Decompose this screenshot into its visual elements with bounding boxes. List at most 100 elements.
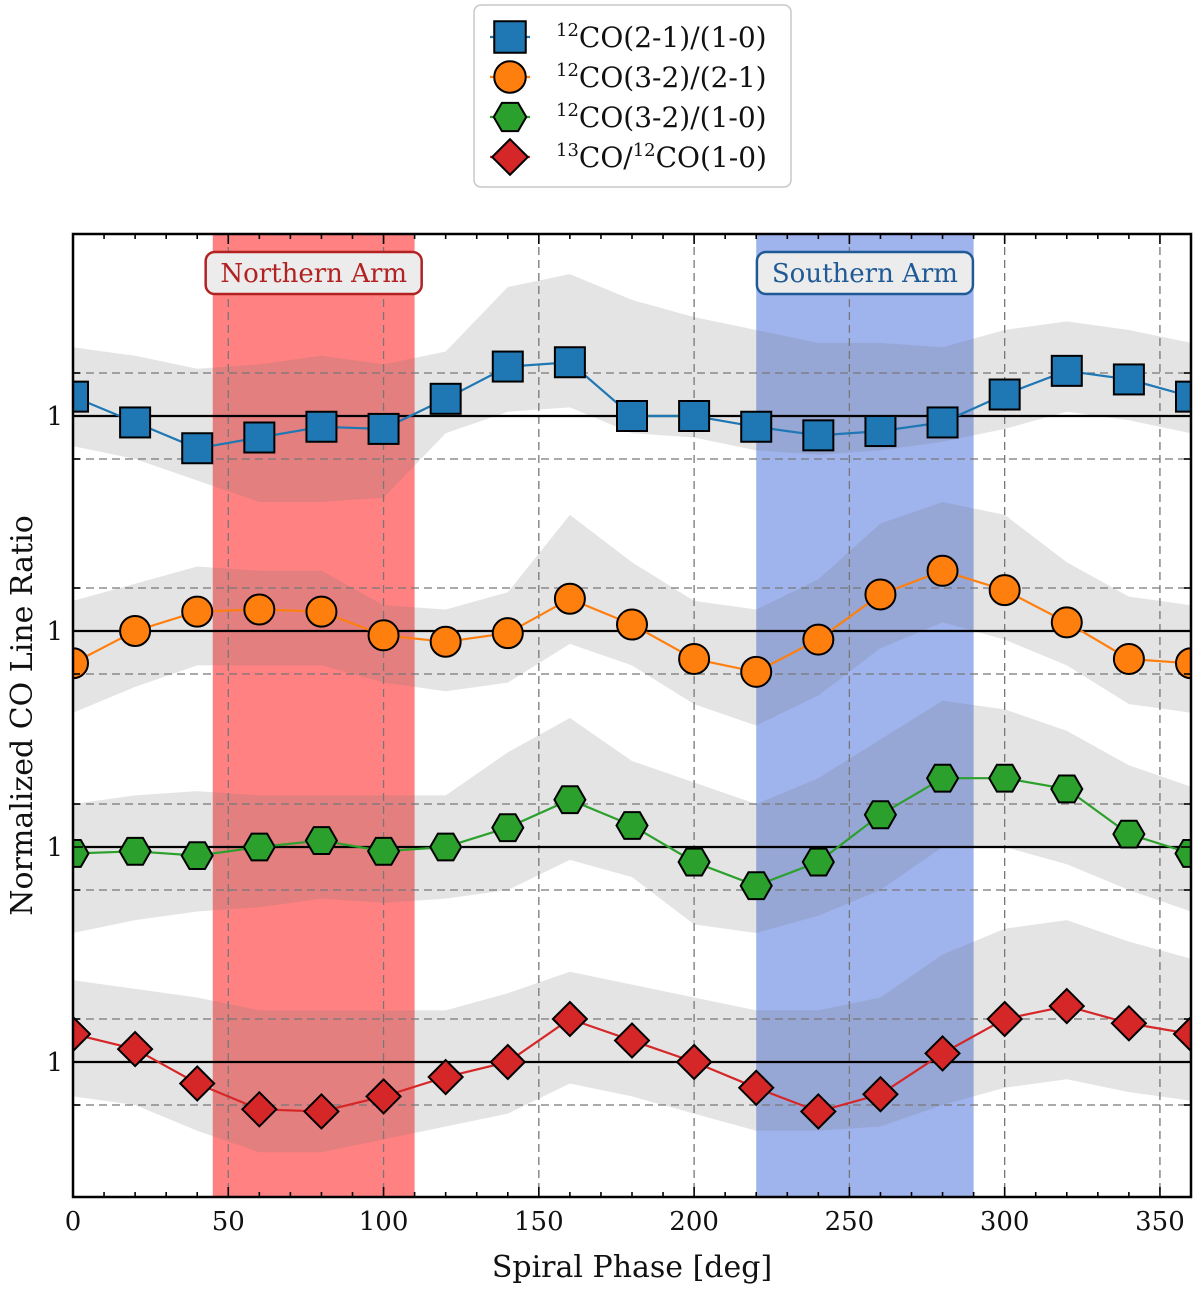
data-point-diamond (986, 1000, 1024, 1038)
legend-label-1: 12CO(2-1)/(1-0) (556, 20, 767, 54)
data-series (73, 346, 1191, 1130)
data-point-diamond (116, 1030, 154, 1068)
data-point-circle (1112, 642, 1145, 675)
data-point-hexagon (429, 832, 463, 862)
data-point-circle (429, 625, 462, 658)
data-point-diamond (862, 1075, 899, 1113)
data-point-diamond (1110, 1004, 1148, 1042)
x-tick-label: 50 (212, 1207, 245, 1237)
band-northern-arm (212, 234, 415, 1197)
data-point-square (429, 382, 462, 415)
band-label-box-southern (755, 250, 975, 296)
data-point-hexagon (242, 832, 276, 862)
data-point-hexagon (180, 841, 214, 870)
data-point-square (988, 378, 1021, 411)
legend: 12CO(2-1)/(1-0)12CO(3-2)/(2-1)12CO(3-2)/… (473, 4, 792, 188)
legend-superscript: 12 (633, 140, 656, 161)
legend-superscript: 12 (556, 20, 579, 41)
x-tick-label: 150 (514, 1207, 564, 1237)
data-point-diamond (737, 1069, 775, 1107)
band-label-northern-arm: Northern Arm (220, 259, 407, 289)
data-point-hexagon (925, 763, 960, 793)
x-axis-title: Spiral Phase [deg] (492, 1250, 772, 1285)
data-point-square (491, 350, 524, 383)
x-tick-label: 100 (359, 1207, 409, 1237)
legend-text: CO(1-0) (656, 141, 767, 174)
data-point-circle (367, 619, 400, 652)
data-point-circle (553, 582, 586, 615)
data-point-circle (305, 595, 338, 628)
data-point-circle (119, 615, 152, 647)
data-point-hexagon (1112, 819, 1146, 849)
x-tick-label: 350 (1135, 1207, 1185, 1237)
legend-superscript: 13 (556, 140, 579, 161)
data-point-square (119, 406, 152, 439)
data-point-square (616, 400, 648, 432)
axis-labels: 0 50 100 150 200 250 300 350 1 1 1 1 Spiral Phase [d… (5, 250, 1185, 1285)
y-tick-label: 1 (46, 1048, 63, 1078)
data-point-hexagon (1050, 774, 1084, 804)
legend-superscript: 12 (556, 60, 579, 81)
data-point-circle (740, 655, 773, 688)
data-point-square (802, 419, 835, 452)
legend-label-4: 13CO/12CO(1-0) (556, 140, 767, 174)
data-point-circle (1050, 606, 1083, 639)
x-tick-label: 0 (65, 1207, 82, 1237)
data-point-hexagon (988, 763, 1022, 793)
data-point-circle (802, 623, 835, 656)
data-point-diamond (924, 1034, 961, 1072)
data-point-circle (926, 554, 959, 587)
data-point-diamond (799, 1093, 837, 1130)
data-point-circle (73, 647, 89, 680)
y-tick-label: 1 (46, 833, 63, 863)
axes (71, 232, 1193, 1199)
band-label-southern-arm: Southern Arm (772, 259, 958, 289)
data-point-diamond (1172, 1015, 1191, 1053)
data-point-square (553, 346, 586, 379)
data-point-square (73, 380, 89, 413)
data-point-diamond (551, 1000, 589, 1038)
data-point-square (678, 400, 711, 432)
data-point-diamond (1048, 987, 1086, 1025)
data-point-diamond (73, 1015, 92, 1053)
y-axis-title: Normalized CO Line Ratio (5, 515, 40, 916)
data-point-hexagon (366, 836, 401, 866)
data-point-square (1050, 354, 1083, 387)
data-point-circle (864, 578, 897, 611)
data-point-square (1112, 363, 1145, 396)
data-point-hexagon (304, 826, 339, 855)
data-point-circle (988, 574, 1021, 607)
data-point-circle (678, 642, 711, 675)
data-point-square (926, 406, 959, 439)
legend-text: CO/ (579, 141, 633, 174)
data-point-circle (616, 608, 648, 641)
legend-label-3: 12CO(3-2)/(1-0) (556, 100, 767, 134)
legend-text: CO(3-2)/(1-0) (579, 101, 767, 134)
data-point-square (493, 20, 527, 54)
legend-label-2: 12CO(3-2)/(2-1) (556, 60, 767, 94)
data-point-circle (243, 593, 276, 626)
data-point-diamond (489, 1043, 527, 1081)
x-tick-label: 200 (669, 1207, 719, 1237)
data-point-diamond (490, 137, 530, 177)
data-point-diamond (303, 1093, 340, 1130)
y-tick-label: 1 (46, 402, 63, 432)
data-point-square (1175, 380, 1191, 413)
x-tick-label: 300 (980, 1207, 1030, 1237)
y-tick-label: 1 (46, 617, 63, 647)
data-point-circle (181, 595, 214, 628)
data-point-hexagon (801, 847, 835, 877)
data-point-diamond (178, 1065, 216, 1102)
data-point-diamond (675, 1043, 713, 1081)
data-point-diamond (240, 1090, 278, 1128)
data-point-hexagon (677, 847, 711, 877)
data-point-diamond (613, 1022, 651, 1059)
x-tick-label: 250 (825, 1207, 875, 1237)
data-point-hexagon (739, 871, 773, 901)
data-point-square (181, 432, 214, 465)
data-point-hexagon (863, 800, 898, 830)
legend-text: CO(3-2)/(2-1) (579, 61, 767, 94)
data-point-square (740, 410, 773, 443)
data-point-square (305, 410, 338, 443)
